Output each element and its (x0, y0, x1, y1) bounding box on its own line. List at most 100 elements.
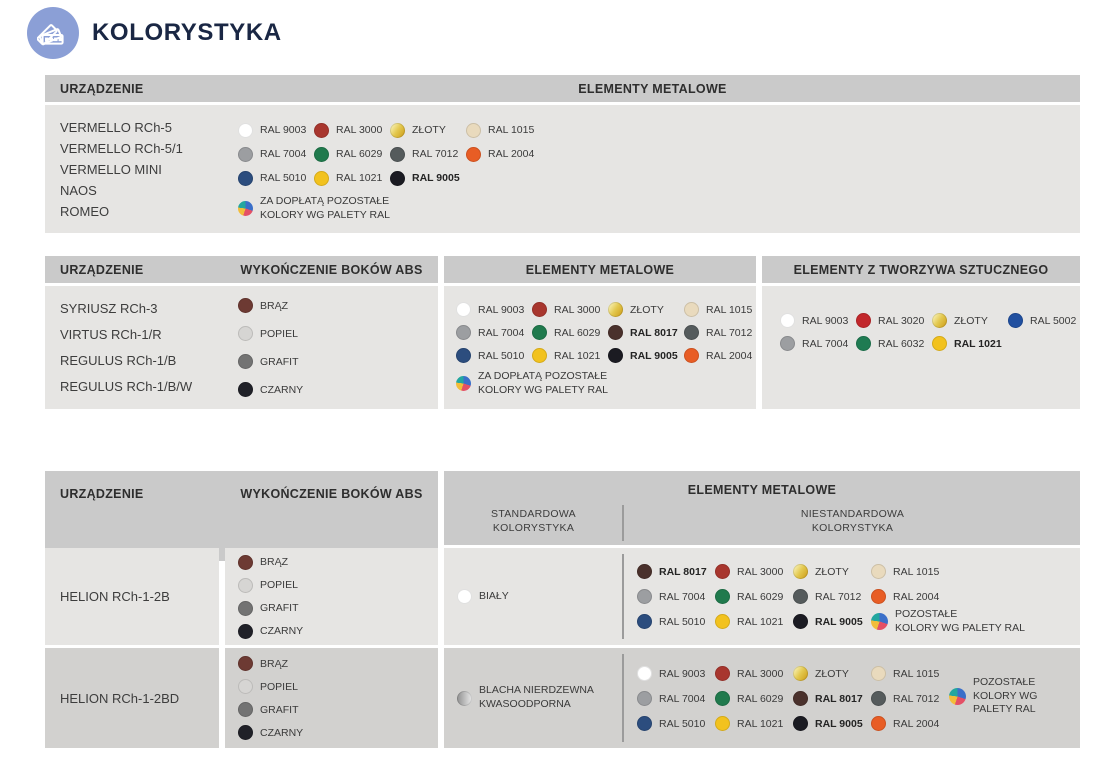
color-swatch-item: RAL 3000 (715, 661, 793, 686)
color-label: BRĄZ (260, 556, 289, 568)
color-swatch-item: RAL 2004 (684, 344, 760, 367)
color-label: RAL 8017 (630, 326, 678, 339)
color-swatch (871, 691, 886, 706)
extra-colors-note-text: POZOSTAŁE KOLORY WG PALETY RAL (895, 607, 1025, 634)
color-swatch (238, 577, 253, 593)
color-label: ZŁOTY (815, 565, 849, 578)
color-label: RAL 2004 (706, 349, 753, 362)
metal-elements-cell: BLACHA NIERDZEWNA KWASOODPORNA RAL 9003 … (444, 648, 1080, 748)
color-swatch-item: BIAŁY (457, 589, 617, 604)
color-swatch (793, 716, 808, 731)
color-swatch (314, 146, 329, 162)
color-swatch-item: BRĄZ (238, 554, 438, 570)
device-list: SYRIUSZ RCh-3 VIRTUS RCh-1/R REGULUS RCh-1… (45, 286, 234, 409)
color-swatch-item: RAL 2004 (871, 711, 949, 736)
color-label: RAL 6029 (336, 148, 383, 160)
palette-swatch-icon (27, 7, 79, 59)
color-swatch (684, 302, 699, 317)
color-label: RAL 1015 (893, 667, 940, 680)
ral-palette-pie-icon (871, 613, 888, 630)
color-swatch (238, 122, 253, 138)
color-swatch (793, 614, 808, 629)
color-swatch-item: RAL 1021 (715, 609, 793, 634)
color-swatch-item: RAL 1015 (871, 559, 949, 584)
subcolumn-divider (622, 505, 624, 541)
color-label: BRĄZ (260, 299, 289, 312)
color-label: RAL 6029 (737, 590, 784, 603)
color-swatch-item: RAL 1021 (932, 332, 1008, 355)
color-label: RAL 7004 (659, 590, 706, 603)
color-swatch (793, 589, 808, 604)
color-swatch-item: RAL 3020 (856, 309, 932, 332)
color-swatch-item: RAL 1021 (532, 344, 608, 367)
color-swatch (637, 589, 652, 604)
color-swatch (238, 146, 253, 162)
color-swatch (238, 600, 253, 616)
color-swatch (532, 302, 547, 317)
color-swatch-item: RAL 3000 (715, 559, 793, 584)
device-name: HELION RCh-1-2B (45, 548, 219, 645)
color-label: RAL 7012 (412, 148, 459, 160)
device-name: VERMELLO MINI (60, 161, 162, 177)
color-swatch-item: RAL 9005 (793, 711, 871, 736)
color-swatch-item: RAL 1015 (871, 661, 949, 686)
color-swatch (793, 564, 808, 579)
color-label: POPIEL (260, 579, 298, 591)
color-label: ZŁOTY (630, 303, 664, 316)
ral-palette-pie-icon (238, 201, 253, 217)
color-label: POPIEL (260, 680, 298, 693)
abs-color-list: BRĄZ POPIEL GRAFIT CZARNY (225, 548, 438, 645)
subheader-standard: STANDARDOWA KOLORYSTYKA (491, 508, 576, 535)
extra-colors-note: ZA DOPŁATĄ POZOSTAŁE KOLORY WG PALETY RA… (456, 370, 756, 397)
subheader-nonstandard: NIESTANDARDOWA KOLORYSTYKA (800, 508, 905, 535)
color-label: CZARNY (260, 726, 304, 739)
color-swatch-item: POPIEL (238, 577, 438, 593)
color-swatch-item: RAL 1021 (314, 166, 390, 190)
column-header-metal-elements: ELEMENTY METALOWE (225, 75, 1080, 102)
color-swatch (390, 122, 405, 138)
color-label: RAL 1021 (554, 349, 601, 362)
color-swatch-item: RAL 5010 (238, 166, 314, 190)
color-swatch-item: RAL 8017 (608, 321, 684, 344)
page-title: KOLORYSTYKA (92, 19, 282, 46)
column-header-metal-elements-group: ELEMENTY METALOWE STANDARDOWA KOLORYSTYK… (444, 471, 1080, 545)
color-swatch (456, 325, 471, 340)
color-swatch (608, 302, 623, 317)
column-header-device: URZĄDZENIE (45, 471, 234, 561)
color-swatch-item: POPIEL (238, 326, 438, 341)
color-label: RAL 8017 (659, 565, 707, 578)
device-name: VIRTUS RCh-1/R (60, 327, 162, 342)
color-swatch (793, 691, 808, 706)
column-header-device: URZĄDZENIE (45, 256, 234, 283)
color-swatch-item: RAL 9003 (780, 309, 856, 332)
color-swatch (314, 122, 329, 138)
subcolumn-divider (622, 554, 624, 639)
color-swatch-grid: RAL 9003 RAL 3000 ZŁOTY RAL 1015 RAL 700… (456, 298, 756, 367)
subcolumn-divider (622, 654, 624, 742)
color-swatch (238, 382, 253, 397)
color-swatch-item: RAL 9005 (793, 609, 871, 634)
column-header-abs-sides: WYKOŃCZENIE BOKÓW ABS (225, 471, 438, 561)
color-swatch (871, 716, 886, 731)
color-label: RAL 1021 (737, 615, 784, 628)
color-swatch (238, 702, 253, 717)
color-swatch (532, 348, 547, 363)
color-swatch-item: RAL 7012 (390, 142, 466, 166)
device-name: HELION RCh-1-2BD (45, 648, 219, 748)
color-swatch-item: RAL 9003 (238, 118, 314, 142)
color-label: RAL 7004 (478, 326, 525, 339)
color-swatch-item: RAL 9003 (637, 661, 715, 686)
color-label: RAL 9003 (260, 124, 307, 136)
device-list: VERMELLO RCh-5 VERMELLO RCh-5/1 VERMELLO M… (45, 105, 234, 233)
color-swatch (238, 354, 253, 369)
color-swatch-item: GRAFIT (238, 702, 438, 717)
color-swatch-item: GRAFIT (238, 354, 438, 369)
color-swatch-item: RAL 9005 (608, 344, 684, 367)
device-name: VERMELLO RCh-5/1 (60, 140, 183, 156)
color-swatch (932, 336, 947, 351)
color-swatch-item: RAL 7004 (637, 584, 715, 609)
color-label: RAL 2004 (488, 148, 535, 160)
color-swatch (238, 298, 253, 313)
color-label: GRAFIT (260, 602, 299, 614)
color-label: ZŁOTY (954, 314, 988, 327)
